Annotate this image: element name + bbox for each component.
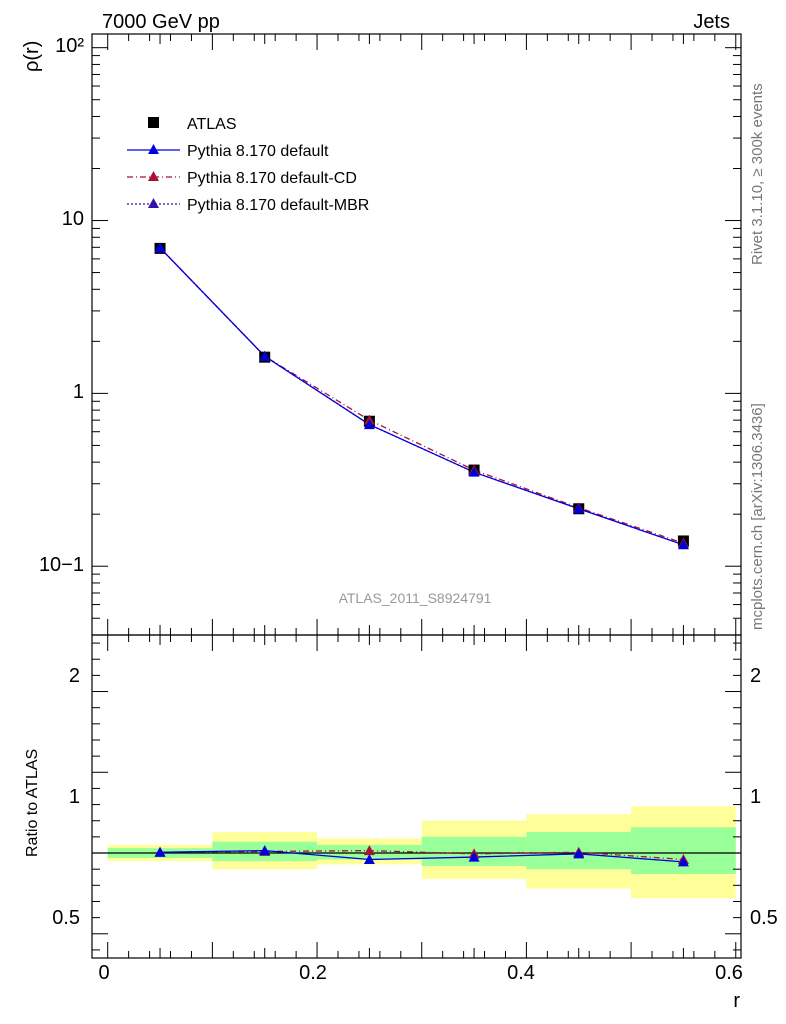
legend-marker-cd xyxy=(148,171,159,181)
lower-y-tick-label: 2 xyxy=(69,665,80,687)
legend-label-atlas: ATLAS xyxy=(187,116,237,133)
uncertainty-band-inner xyxy=(631,827,736,875)
ratio-series-marker xyxy=(259,845,271,856)
upper-series-marker xyxy=(154,242,166,253)
legend-label-default: Pythia 8.170 default xyxy=(187,143,329,160)
upper-series-marker xyxy=(573,503,585,514)
x-tick-label: 0.4 xyxy=(507,962,535,984)
legend-marker-mbr xyxy=(148,198,159,208)
lower-y-tick-label: 1 xyxy=(69,786,80,808)
upper-y-tick-label: 10−1 xyxy=(39,554,84,576)
x-tick-label: 0 xyxy=(98,962,109,984)
ratio-series-marker xyxy=(154,846,166,857)
x-tick-label: 0.2 xyxy=(299,962,327,984)
plot-area xyxy=(91,33,742,959)
upper-y-tick-label: 10² xyxy=(55,35,84,57)
legend-label-cd: Pythia 8.170 default-CD xyxy=(187,170,357,187)
header-left: 7000 GeV pp xyxy=(102,11,220,33)
legend-marker-atlas xyxy=(148,117,159,128)
lower-y-tick-label-right: 0.5 xyxy=(750,907,778,929)
lower-y-tick-label-right: 2 xyxy=(750,665,761,687)
upper-y-tick-label: 1 xyxy=(73,381,84,403)
ratio-series-marker xyxy=(468,851,480,862)
upper-y-axis-title: ρ(r) xyxy=(21,41,43,72)
upper-y-tick-label: 10 xyxy=(62,208,84,230)
ratio-series-marker xyxy=(363,845,375,856)
upper-series-marker xyxy=(468,466,480,477)
ratio-series-line xyxy=(160,849,684,863)
legend: ATLAS Pythia 8.170 default Pythia 8.170 … xyxy=(127,116,369,214)
ratio-series-marker xyxy=(677,856,689,867)
upper-series-line xyxy=(159,247,684,546)
upper-series-line xyxy=(159,247,684,546)
upper-series-marker xyxy=(677,539,689,550)
ratio-series-marker xyxy=(573,848,585,859)
lower-plot-frame xyxy=(91,634,742,959)
rivet-label: Rivet 3.1.10, ≥ 300k events xyxy=(749,83,766,265)
upper-series-marker xyxy=(363,419,375,430)
header-right: Jets xyxy=(693,11,730,33)
analysis-watermark: ATLAS_2011_S8924791 xyxy=(339,590,492,606)
x-tick-label: 0.6 xyxy=(715,962,743,984)
lower-y-tick-label: 0.5 xyxy=(52,907,80,929)
x-axis-title: r xyxy=(733,990,740,1012)
lower-y-tick-label-right: 1 xyxy=(750,786,761,808)
upper-series-line xyxy=(159,247,684,544)
mcplots-label: mcplots.cern.ch [arXiv:1306.3436] xyxy=(749,403,766,630)
ratio-series-marker xyxy=(363,853,375,864)
legend-marker-default xyxy=(148,144,159,154)
lower-y-axis-title: Ratio to ATLAS xyxy=(24,749,41,857)
legend-label-mbr: Pythia 8.170 default-MBR xyxy=(187,197,369,214)
ratio-series-line xyxy=(160,849,684,861)
upper-series-marker xyxy=(259,350,271,361)
